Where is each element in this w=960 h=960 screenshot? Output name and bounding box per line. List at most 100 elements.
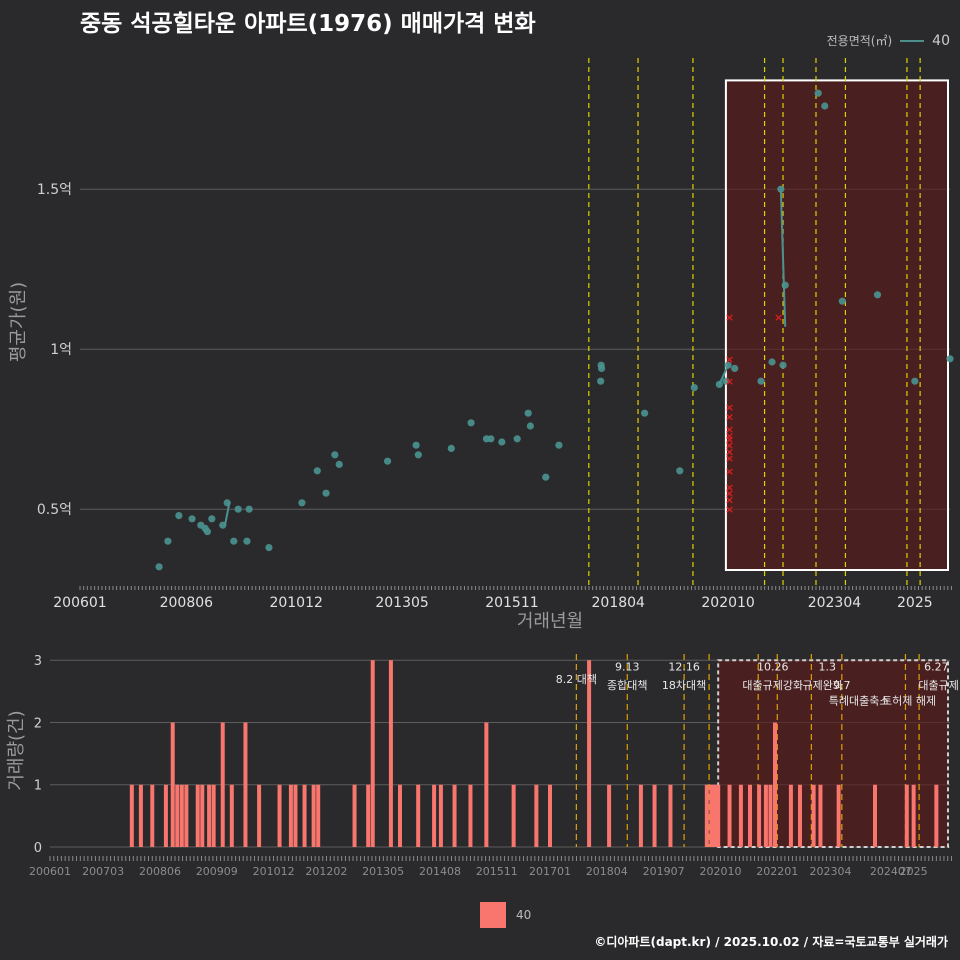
volume-highlight-layer [717,659,949,849]
price-point [597,364,606,372]
volume-bar [293,784,298,847]
volume-bar [773,722,777,847]
cancel-mark: × [725,401,734,414]
legend-title: 전용면적(㎡) [826,34,893,48]
x-tick-label: 201305 [375,595,428,611]
cancel-mark: × [725,446,734,459]
cancel-mark: × [725,481,734,494]
policy-label: 12.16 [668,660,700,673]
volume-bar [170,722,175,847]
volume-bar [432,784,437,847]
price-point [814,89,822,97]
policy-label: 대출규제강화 [742,679,803,692]
volume-legend-label: 40 [516,908,532,922]
policy-label: 1.3 [819,660,837,673]
price-line-segment [224,502,231,526]
volume-legend-swatch [480,902,506,928]
policy-label: 규제완화 [802,679,842,692]
price-point [768,358,776,366]
volume-bar [727,784,732,847]
volume-bar [768,784,773,847]
volume-bar [366,784,371,847]
volume-bar [175,784,180,847]
price-point [526,422,534,430]
volume-bar [607,784,612,847]
price-point [265,544,273,552]
price-point [322,489,330,497]
x-tick-label: 202010 [699,865,741,878]
price-point [414,451,422,459]
volume-bar [452,784,457,847]
cancel-mark: × [725,410,734,423]
policy-label: 종합대책 [607,679,647,692]
price-point [641,409,649,417]
x-tick-label: 200601 [53,595,106,611]
price-point [298,499,306,507]
volume-bar [398,784,402,847]
volume-bar [311,784,316,847]
policy-label: 18차대책 [662,679,706,692]
price-points [155,89,954,571]
price-axes: 0.5억 1억 1.5억 200601 200806 201012 201305 201511… [8,182,952,632]
volume-bar [138,784,143,847]
volume-bar [748,784,752,847]
y-axis-label: 거래량(건) [6,710,27,790]
price-highlight-layer [724,79,950,572]
volume-bar [288,784,293,847]
x-tick-label: 201701 [529,865,571,878]
price-point [164,537,172,545]
price-point [234,505,242,513]
price-point [223,499,231,507]
price-point [383,457,392,465]
x-tick-label: 200806 [139,865,181,878]
volume-bar [207,784,212,847]
x-tick-label: 201012 [269,595,322,611]
price-point [676,467,684,475]
price-point [155,563,163,571]
legend-entry-label: 40 [932,32,950,49]
x-tick-label: 201804 [586,865,628,878]
volume-bar [788,784,793,847]
y-tick-label: 2 [34,716,42,731]
volume-bar [438,784,443,847]
price-point [542,473,550,481]
price-point [243,537,251,545]
volume-bar [370,660,375,847]
chart-title: 중동 석공힐타운 아파트(1976) 매매가격 변화 [80,11,536,37]
price-point [555,441,563,449]
price-point [331,451,339,459]
price-point [731,364,739,372]
volume-bar [652,784,657,847]
price-point [230,537,238,545]
price-line-segment [779,189,787,327]
price-point [597,377,605,385]
legend-line-swatch [900,39,925,42]
price-point [188,515,196,523]
volume-chart: 8.2 대책 9.13 종합대책 12.16 18차대책 10.26 대출규제강화 1.3 규제… [6,654,959,878]
price-point [777,185,785,193]
x-axis-label: 거래년월 [517,611,583,632]
volume-bar [150,784,155,847]
x-tick-label: 202304 [808,595,862,611]
x-tick-label: 201408 [419,865,461,878]
volume-bar [811,784,816,847]
volume-bar [220,722,225,847]
cancel-mark: × [725,487,734,500]
volume-bar [511,784,516,847]
volume-bar [129,784,134,847]
cancel-mark: × [725,452,734,465]
x-tick-label: 201907 [643,865,685,878]
volume-bar [548,784,552,847]
volume-bar [229,784,234,847]
policy-label: 10.26 [757,660,789,673]
volume-bar [818,784,823,847]
y-tick-label: 1 [34,779,42,794]
x-tick-label: 201511 [476,865,518,878]
y-axis-label: 평균가(원) [8,282,29,362]
volume-bar [836,784,841,847]
price-point [513,435,521,443]
volume-bar [534,784,539,847]
policy-label: 9.7 [833,679,851,692]
policy-label: 8.2 대책 [556,673,597,686]
x-tick-label: 200601 [29,865,71,878]
